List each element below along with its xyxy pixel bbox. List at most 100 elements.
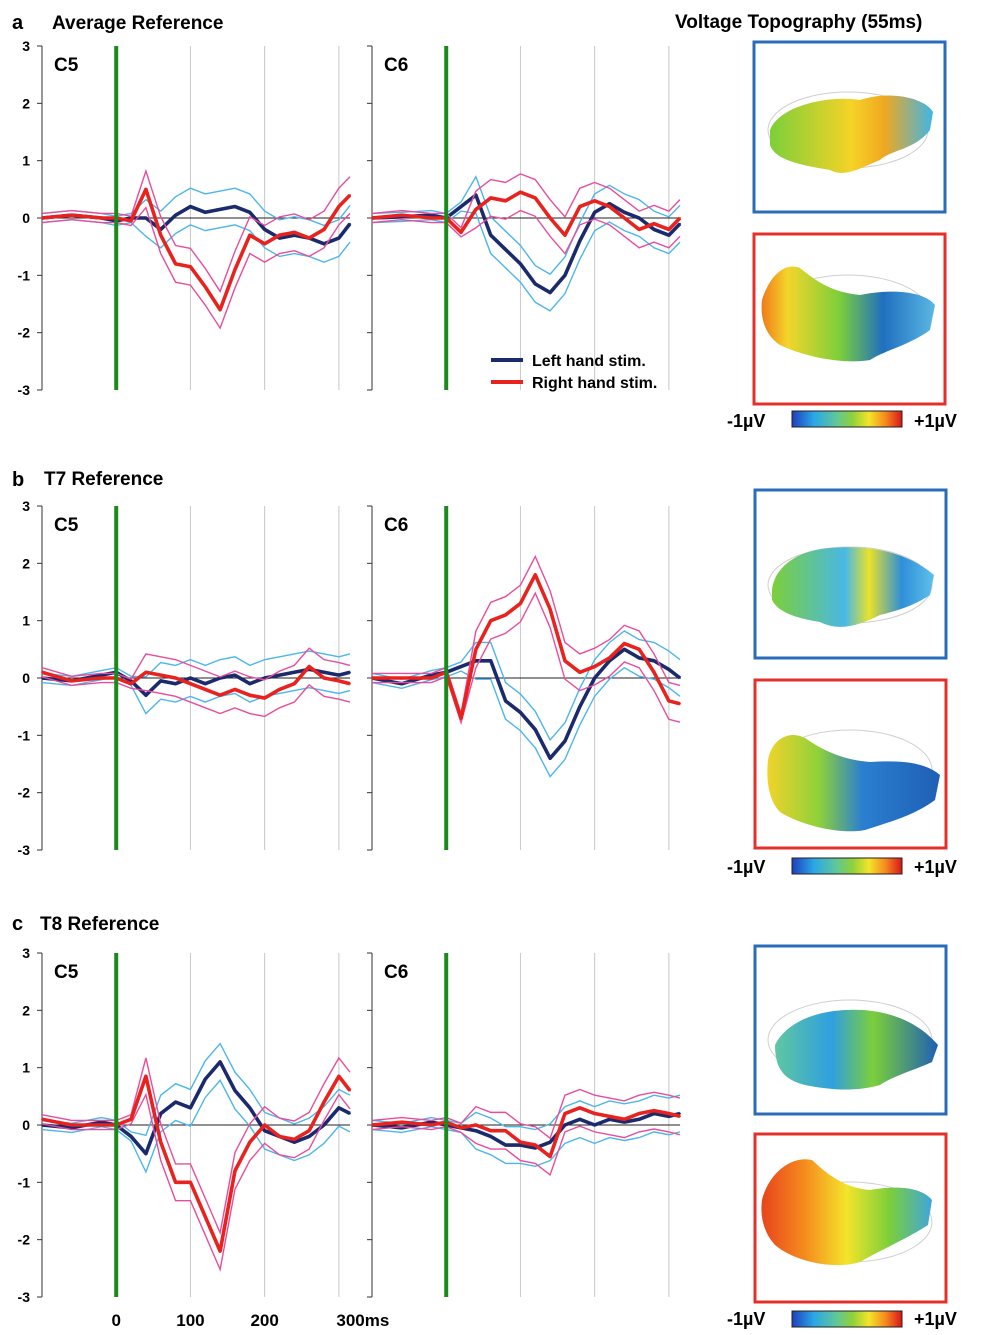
data-point [219,208,222,211]
data-point [189,677,192,679]
data-point [564,1124,566,1126]
data-point [638,1112,641,1115]
data-point [638,648,641,651]
chart-x-c6: C6 [367,45,682,391]
colorbar-min-label: -1µV [727,1309,765,1329]
data-point [564,234,566,237]
data-point [349,1089,351,1092]
panel-b-letter: b [12,469,24,491]
data-point [293,671,296,674]
data-point [100,677,103,679]
data-point [475,648,477,651]
y-tick-label: -1 [18,267,31,283]
data-point [204,1078,207,1081]
colorbar-b: -1µV +1µV [727,857,957,877]
data-point [130,1135,132,1138]
ci-upper-right [41,1056,351,1236]
data-point [519,191,522,194]
data-point [667,668,670,671]
data-point [174,1101,177,1103]
data-point [578,671,581,674]
data-point [189,265,192,268]
topography-a-left [752,40,947,214]
data-point [70,214,73,217]
data-point [475,1129,477,1132]
data-point [430,674,433,677]
data-point [489,619,492,622]
channel-label: C5 [54,515,79,536]
data-point [145,671,147,674]
data-point [263,228,266,231]
data-point [638,228,641,231]
channel-label: C6 [384,962,408,983]
data-point [489,197,492,199]
data-point [653,222,655,225]
colorbar-gradient [791,857,903,875]
data-point [653,228,655,231]
data-point [504,1129,507,1132]
data-point [293,1141,296,1144]
data-point [638,1118,641,1121]
y-tick-label: 2 [22,95,30,111]
chart-panels: 3 2 1 0 -1 -2 -3 C5 C6 3 2 1 0 -1 -2 -3 C5 C6 3 2 1 0 -1 -2 -3 C5… [18,38,682,1305]
series-line-left-hand [41,1060,351,1156]
data-point [623,642,626,645]
data-point [204,688,207,691]
data-point [145,217,147,219]
data-point [638,657,641,659]
ci-lower-left [41,676,351,715]
ci-upper-right [371,1088,681,1140]
data-point [174,214,177,217]
data-point [460,1126,462,1129]
series-line-right-hand [371,190,682,237]
data-point [189,205,192,208]
data-point [204,1215,207,1218]
topography-a-right [752,232,947,406]
data-point [593,199,596,202]
y-tick-label: 3 [22,498,30,514]
y-tick-label: 1 [22,153,30,169]
topography-b-left [753,488,948,660]
data-point [608,659,611,662]
data-point [504,700,507,702]
data-point [263,1124,266,1126]
data-point [219,308,222,311]
y-tick-label: -2 [18,785,31,801]
y-tick-label: -1 [18,1174,31,1190]
ci-lower-left [371,1126,681,1168]
data-point [564,659,566,662]
data-point [460,717,462,720]
data-point [593,211,596,214]
data-point [323,1124,325,1126]
data-point [460,665,462,668]
channel-label: C6 [384,55,408,76]
data-point [308,1135,311,1138]
data-point [70,1124,73,1126]
y-tick-label: 1 [22,1060,30,1076]
data-point [549,757,552,760]
data-point [653,1109,655,1112]
data-point [323,228,325,231]
ci-lower-right [371,1125,681,1177]
ci-upper-right [372,554,681,714]
data-point [130,219,132,222]
data-point [145,694,147,697]
data-point [337,679,340,682]
colorbar-max-label: +1µV [914,1309,957,1329]
series-line-left-hand [371,1111,681,1150]
data-point [475,194,477,196]
data-point [460,231,462,234]
data-point [400,677,403,679]
data-point [504,1144,507,1146]
data-point [608,1115,611,1118]
data-point [323,242,325,245]
panel-b-title: T7 Reference [44,469,163,490]
data-point [578,1106,581,1109]
series-line-left-hand [371,647,682,761]
data-point [549,217,552,219]
data-point [564,274,566,277]
data-point [593,1124,596,1126]
data-point [263,677,266,679]
data-point [400,1121,403,1124]
